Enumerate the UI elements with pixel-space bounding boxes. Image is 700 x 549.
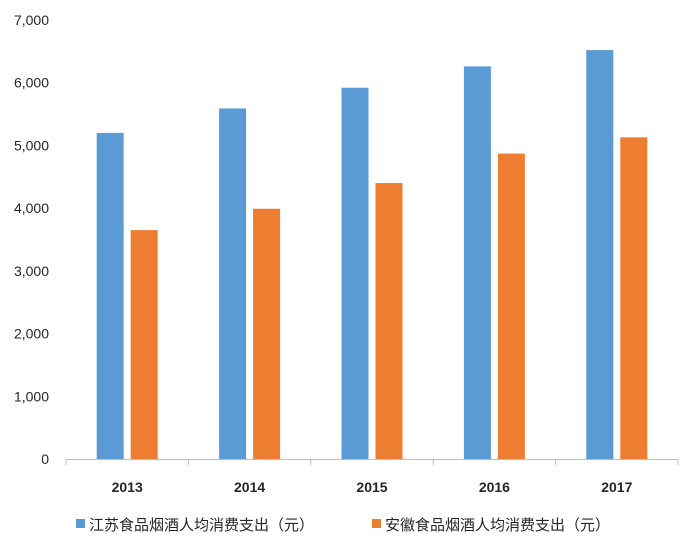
x-tick-label: 2016 (479, 479, 510, 495)
legend-swatch (76, 519, 85, 528)
x-tick-label: 2015 (356, 479, 387, 495)
legend: 江苏食品烟酒人均消费支出（元） 安徽食品烟酒人均消费支出（元） (76, 516, 610, 534)
bar-anhui-2015 (375, 183, 403, 460)
y-tick-label: 1,000 (14, 388, 49, 404)
bar-anhui-2017 (620, 137, 648, 460)
y-tick-label: 4,000 (14, 200, 49, 216)
y-tick-label: 5,000 (14, 137, 49, 153)
bar-jiangsu-2015 (341, 87, 369, 459)
y-tick-label: 6,000 (14, 75, 49, 91)
legend-label: 安徽食品烟酒人均消费支出（元） (385, 516, 610, 534)
bar-anhui-2014 (253, 208, 281, 459)
x-tick-label: 2013 (112, 479, 143, 495)
bar-jiangsu-2013 (96, 132, 124, 459)
x-tick-label: 2017 (601, 479, 632, 495)
y-axis: 0 1,000 2,000 3,000 4,000 5,000 6,000 7,000 (14, 12, 49, 467)
bar-jiangsu-2014 (219, 108, 247, 460)
y-tick-label: 2,000 (14, 326, 49, 342)
bar-anhui-2013 (130, 230, 158, 459)
x-tick-label: 2014 (234, 479, 265, 495)
y-tick-label: 3,000 (14, 263, 49, 279)
bars (96, 50, 648, 460)
bar-jiangsu-2017 (586, 50, 614, 460)
x-axis: 2013 2014 2015 2016 2017 (65, 459, 679, 495)
y-tick-label: 0 (41, 451, 49, 467)
legend-swatch (372, 519, 381, 528)
bar-jiangsu-2016 (463, 66, 491, 459)
y-tick-label: 7,000 (14, 12, 49, 28)
bar-anhui-2016 (497, 153, 525, 459)
legend-label: 江苏食品烟酒人均消费支出（元） (89, 516, 314, 534)
